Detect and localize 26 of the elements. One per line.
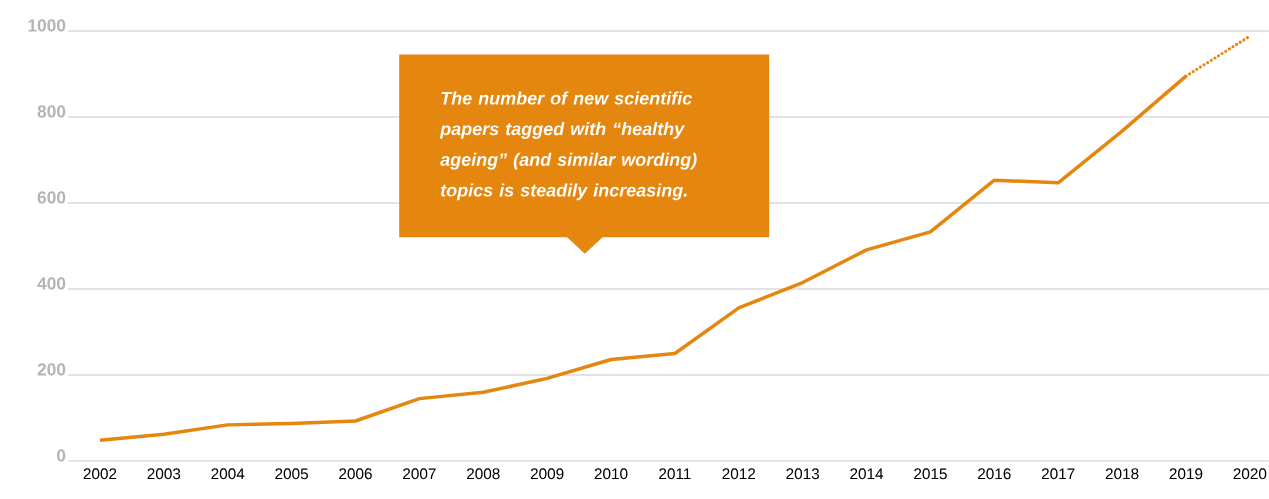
x-tick-label: 2011 (659, 468, 691, 480)
x-tick-label: 2004 (211, 468, 245, 480)
x-tick-label: 2008 (466, 468, 500, 480)
x-tick-label: 2006 (339, 468, 372, 480)
x-tick-label: 2020 (1233, 468, 1267, 480)
y-tick-label: 200 (37, 363, 66, 376)
y-tick-label: 0 (57, 449, 66, 462)
x-tick-label: 2017 (1041, 468, 1075, 480)
x-tick-label: 2015 (914, 468, 947, 480)
x-tick-label: 2005 (275, 468, 309, 480)
x-tick-label: 2003 (147, 468, 181, 480)
y-tick-label: 600 (37, 191, 66, 204)
y-tick-label: 400 (37, 277, 66, 290)
x-tick-label: 2007 (403, 468, 436, 480)
y-tick-label: 800 (37, 105, 66, 118)
y-tick-label: 1000 (28, 19, 66, 32)
x-tick-label: 2019 (1169, 468, 1203, 480)
annotation: The number of new scientific papers tagged with “healthy ageing” (and similar wording) topics is steadily increasing. (439, 91, 697, 201)
x-tick-label: 2002 (83, 468, 117, 480)
x-tick-label: 2010 (594, 468, 628, 480)
x-tick-label: 2013 (786, 468, 820, 480)
x-tick-label: 2009 (530, 468, 564, 480)
x-tick-label: 2014 (850, 468, 884, 480)
x-tick-label: 2018 (1105, 468, 1139, 480)
x-tick-label: 2016 (978, 468, 1011, 480)
x-tick-label: 2012 (722, 468, 756, 480)
